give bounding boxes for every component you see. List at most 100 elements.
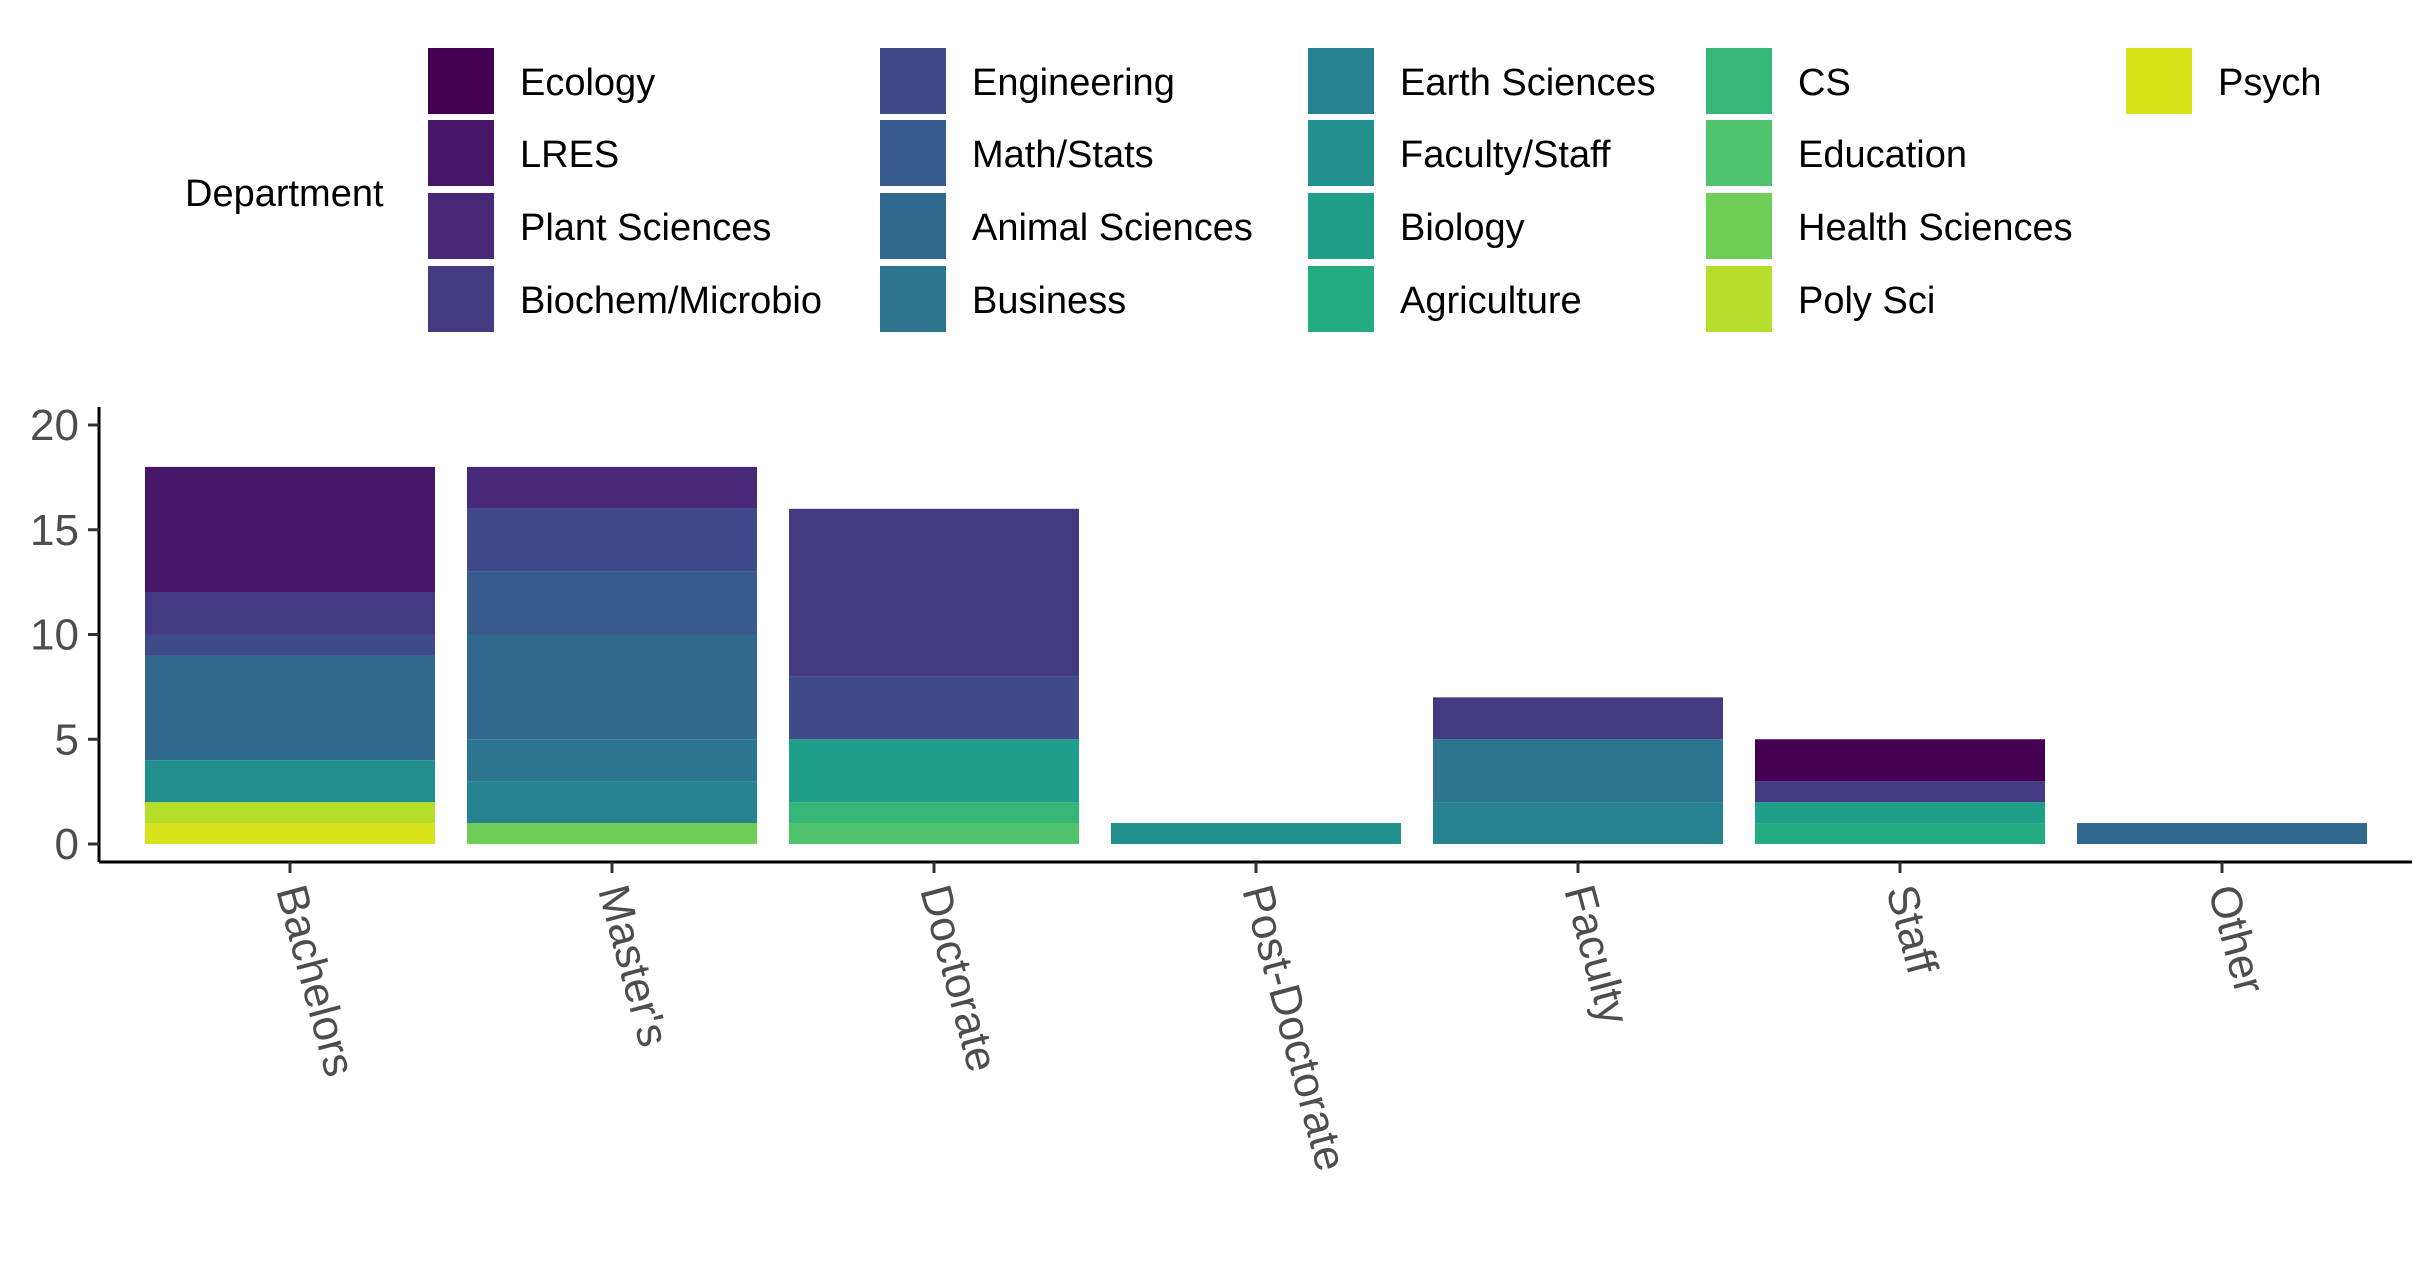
x-axis: Bachelors Master's Doctorate Post-Doctorate… xyxy=(99,860,2412,1176)
legend-key-education xyxy=(1706,120,1772,186)
bar-segment-staff-biochem-microbio xyxy=(1755,781,2045,803)
bar-segment-master-s-animal-sciences xyxy=(467,634,757,740)
y-tick-label: 15 xyxy=(30,506,79,555)
legend-label: Animal Sciences xyxy=(972,207,1253,249)
bar-stack-faculty xyxy=(1433,697,1723,844)
legend-key-faculty-staff xyxy=(1308,120,1374,186)
legend-key-business xyxy=(880,266,946,332)
x-tick-label-staff: Staff xyxy=(1876,880,1947,980)
bar-segment-staff-agriculture xyxy=(1755,823,2045,844)
y-tick-label: 10 xyxy=(30,611,79,660)
legend-label: Agriculture xyxy=(1400,280,1582,322)
bar-segment-bachelors-psych xyxy=(145,823,435,844)
bar-segment-bachelors-faculty-staff xyxy=(145,760,435,803)
bar-segment-bachelors-engineering xyxy=(145,634,435,656)
legend-item-lres: LRES xyxy=(428,120,619,186)
bar-segment-doctorate-education xyxy=(789,823,1079,844)
legend-item-poly-sci: Poly Sci xyxy=(1706,266,1935,332)
legend-label: Engineering xyxy=(972,62,1175,104)
bar-segment-bachelors-animal-sciences xyxy=(145,655,435,761)
bar-segment-faculty-earth-sciences xyxy=(1433,802,1723,844)
bar-segment-doctorate-biology xyxy=(789,739,1079,803)
x-tick-label-master-s: Master's xyxy=(588,880,678,1052)
bar-segment-bachelors-poly-sci xyxy=(145,802,435,824)
legend-key-plant-sciences xyxy=(428,193,494,259)
legend-label: Biology xyxy=(1400,207,1525,249)
legend-item-health-sciences: Health Sciences xyxy=(1706,193,2073,259)
legend-item-engineering: Engineering xyxy=(880,48,1175,114)
bar-segment-doctorate-engineering xyxy=(789,676,1079,740)
legend-label: Ecology xyxy=(520,62,655,104)
legend-key-agriculture xyxy=(1308,266,1374,332)
x-tick-label-post-doctorate: Post-Doctorate xyxy=(1232,880,1355,1176)
bar-stack-doctorate xyxy=(789,508,1079,844)
legend-key-poly-sci xyxy=(1706,266,1772,332)
legend-label: Biochem/Microbio xyxy=(520,280,822,322)
legend-key-health-sciences xyxy=(1706,193,1772,259)
legend: Department Ecology LRES Plant Sciences Bioc… xyxy=(185,48,2321,332)
legend-item-education: Education xyxy=(1706,120,1967,186)
legend-label: Plant Sciences xyxy=(520,207,771,249)
legend-label: Earth Sciences xyxy=(1400,62,1656,104)
legend-key-cs xyxy=(1706,48,1772,114)
bar-segment-bachelors-biochem-microbio xyxy=(145,592,435,635)
bar-stack-other xyxy=(2077,823,2367,844)
bar-segment-master-s-plant-sciences xyxy=(467,466,757,509)
legend-label: Faculty/Staff xyxy=(1400,134,1611,176)
legend-item-agriculture: Agriculture xyxy=(1308,266,1582,332)
legend-label: CS xyxy=(1798,62,1851,104)
legend-item-math-stats: Math/Stats xyxy=(880,120,1154,186)
bar-segment-master-s-business xyxy=(467,739,757,782)
bar-segment-master-s-engineering xyxy=(467,508,757,572)
legend-item-biochem-microbio: Biochem/Microbio xyxy=(428,266,822,332)
bar-stack-post-doctorate xyxy=(1111,823,1401,844)
legend-label: LRES xyxy=(520,134,619,176)
legend-key-biochem-microbio xyxy=(428,266,494,332)
legend-title: Department xyxy=(185,173,384,215)
bar-segment-other-animal-sciences xyxy=(2077,823,2367,844)
bars xyxy=(145,466,2367,844)
bar-segment-staff-ecology xyxy=(1755,739,2045,782)
bar-stack-bachelors xyxy=(145,466,435,844)
legend-item-cs: CS xyxy=(1706,48,1851,114)
legend-label: Business xyxy=(972,280,1126,322)
legend-item-plant-sciences: Plant Sciences xyxy=(428,193,771,259)
legend-key-math-stats xyxy=(880,120,946,186)
legend-key-engineering xyxy=(880,48,946,114)
x-tick-label-other: Other xyxy=(2198,880,2274,999)
x-tick-label-faculty: Faculty xyxy=(1554,880,1638,1030)
bar-segment-master-s-earth-sciences xyxy=(467,781,757,824)
legend-key-psych xyxy=(2126,48,2192,114)
bar-stack-staff xyxy=(1755,739,2045,844)
legend-key-animal-sciences xyxy=(880,193,946,259)
legend-item-biology: Biology xyxy=(1308,193,1525,259)
legend-item-animal-sciences: Animal Sciences xyxy=(880,193,1253,259)
legend-key-biology xyxy=(1308,193,1374,259)
bar-segment-master-s-health-sciences xyxy=(467,823,757,844)
bar-segment-post-doctorate-faculty-staff xyxy=(1111,823,1401,844)
y-tick-label: 20 xyxy=(30,401,79,450)
legend-label: Health Sciences xyxy=(1798,207,2073,249)
x-tick-label-doctorate: Doctorate xyxy=(910,880,1007,1077)
x-tick-label-bachelors: Bachelors xyxy=(266,880,364,1082)
y-axis: 0 5 10 15 20 xyxy=(30,401,101,869)
legend-item-faculty-staff: Faculty/Staff xyxy=(1308,120,1611,186)
legend-label: Math/Stats xyxy=(972,134,1154,176)
legend-item-ecology: Ecology xyxy=(428,48,655,114)
legend-label: Poly Sci xyxy=(1798,280,1935,322)
legend-item-business: Business xyxy=(880,266,1126,332)
bar-segment-doctorate-biochem-microbio xyxy=(789,508,1079,677)
bar-segment-bachelors-lres xyxy=(145,466,435,593)
legend-label: Education xyxy=(1798,134,1967,176)
legend-item-psych: Psych xyxy=(2126,48,2321,114)
bar-segment-faculty-biochem-microbio xyxy=(1433,697,1723,740)
bar-segment-master-s-math-stats xyxy=(467,571,757,635)
bar-segment-faculty-business xyxy=(1433,739,1723,803)
legend-key-earth-sciences xyxy=(1308,48,1374,114)
legend-label: Psych xyxy=(2218,62,2321,104)
legend-item-earth-sciences: Earth Sciences xyxy=(1308,48,1656,114)
bar-segment-doctorate-cs xyxy=(789,802,1079,824)
legend-key-lres xyxy=(428,120,494,186)
legend-key-ecology xyxy=(428,48,494,114)
